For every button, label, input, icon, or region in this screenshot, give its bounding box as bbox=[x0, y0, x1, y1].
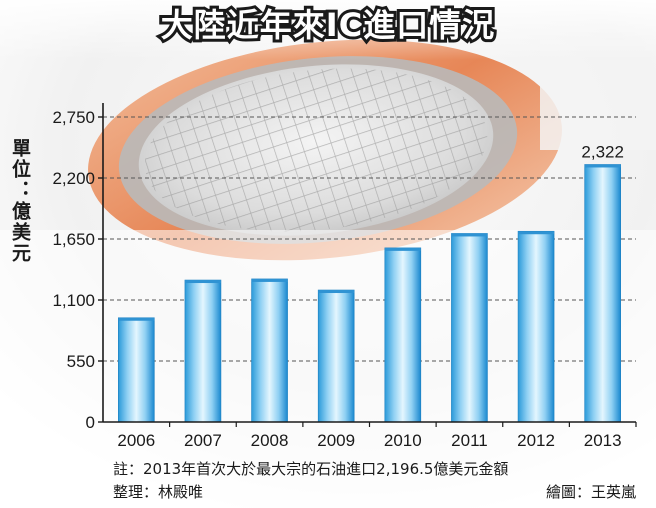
bar-2006 bbox=[118, 317, 155, 423]
y-tick-label: 550 bbox=[67, 352, 95, 371]
bar-top-cap bbox=[118, 317, 155, 321]
bar-top-cap bbox=[518, 231, 555, 235]
bar-top-cap bbox=[184, 280, 221, 284]
bar-top-cap bbox=[451, 233, 488, 237]
x-tick-label: 2011 bbox=[451, 431, 488, 450]
bar-2009 bbox=[317, 289, 355, 423]
bar-top-cap bbox=[251, 278, 288, 282]
x-tick-label: 2008 bbox=[251, 431, 289, 450]
bar-2012 bbox=[517, 230, 555, 423]
y-axis-label: 單位：億美元 bbox=[9, 138, 31, 264]
data-labels: 2,322 bbox=[581, 142, 624, 161]
x-tick-label: 2006 bbox=[117, 431, 155, 450]
x-tick-label: 2012 bbox=[517, 431, 555, 450]
bar-2007 bbox=[184, 279, 222, 423]
y-tick-label: 1,650 bbox=[52, 230, 95, 249]
y-tick-label: 2,750 bbox=[52, 108, 95, 127]
x-tick-label: 2009 bbox=[317, 431, 355, 450]
x-axis-ticks: 2006 2007 2008 2009 2010 2011 2012 2013 bbox=[117, 422, 637, 450]
bar-2010 bbox=[384, 247, 422, 423]
bar-top-cap bbox=[584, 164, 621, 168]
chart-title: 大陸近年來IC進口情況 bbox=[161, 6, 495, 44]
y-tick-label: 2,200 bbox=[52, 169, 95, 188]
bar-2008 bbox=[251, 278, 288, 423]
bar-top-cap bbox=[318, 290, 355, 294]
compiled-by-credit: 整理：林殿唯 bbox=[113, 483, 203, 501]
y-tick-label: 1,100 bbox=[52, 291, 95, 310]
bars bbox=[118, 164, 621, 423]
x-tick-label: 2007 bbox=[184, 431, 222, 450]
y-tick-label: 0 bbox=[86, 413, 95, 432]
x-tick-label: 2013 bbox=[584, 431, 622, 450]
data-label: 2,322 bbox=[581, 142, 624, 161]
bar-2013 bbox=[584, 164, 621, 423]
drawn-by-credit: 繪圖：王英嵐 bbox=[546, 483, 636, 501]
y-axis-ticks: 0 550 1,100 1,650 2,200 2,750 bbox=[52, 108, 103, 432]
footnote: 註：2013年首次大於最大宗的石油進口2,196.5億美元金額 bbox=[113, 460, 508, 478]
x-tick-label: 2010 bbox=[384, 431, 422, 450]
bar-top-cap bbox=[384, 247, 421, 251]
bar-2011 bbox=[451, 233, 488, 423]
